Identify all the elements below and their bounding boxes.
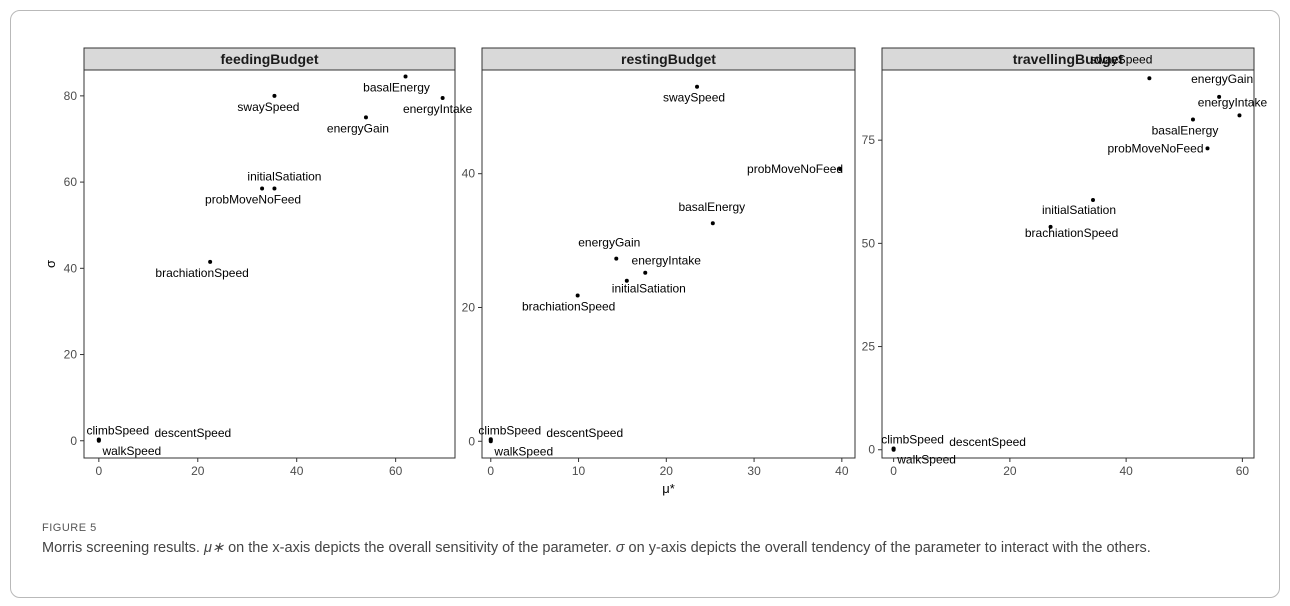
point-label: basalEnergy	[363, 80, 430, 94]
x-tick-label: 20	[1003, 464, 1017, 478]
point-label: probMoveNoFeed	[205, 193, 301, 207]
figure-label: FIGURE 5	[42, 522, 97, 534]
figure-caption: FIGURE 5 Morris screening results. μ∗ on…	[42, 522, 1242, 558]
y-tick-label: 20	[462, 300, 476, 314]
data-point	[488, 439, 493, 444]
point-label: climbSpeed	[881, 433, 944, 447]
y-tick-label: 80	[64, 89, 78, 103]
y-tick-label: 0	[70, 434, 77, 448]
point-label: descentSpeed	[154, 426, 231, 440]
point-label: energyIntake	[1198, 95, 1268, 109]
x-tick-label: 40	[1119, 464, 1133, 478]
point-label: walkSpeed	[896, 453, 956, 467]
data-point	[363, 115, 368, 120]
caption-text: Morris screening results. μ∗ on the x-ax…	[42, 538, 1242, 558]
point-label: basalEnergy	[1152, 124, 1219, 138]
y-tick-label: 0	[468, 434, 475, 448]
point-label: energyGain	[578, 236, 640, 250]
point-label: basalEnergy	[678, 200, 745, 214]
point-label: probMoveNoFeed	[1107, 141, 1203, 155]
y-tick-label: 75	[862, 133, 876, 147]
caption-mu-symbol: μ∗	[203, 540, 225, 556]
data-point	[1190, 117, 1195, 122]
panel-travellingBudget: travellingBudget 0 20 40 60 0 25 50 75 swaySpeed e…	[862, 47, 1268, 478]
point-label: energyIntake	[403, 102, 473, 116]
plot-area	[481, 69, 856, 459]
x-tick-label: 60	[389, 464, 403, 478]
point-label: energyGain	[327, 121, 389, 135]
data-point	[624, 278, 629, 283]
facet-title: feedingBudget	[221, 51, 319, 67]
data-point	[272, 186, 277, 191]
data-point	[614, 256, 619, 261]
panel-feedingBudget: feedingBudget 0 20 40 60 0 20 40 60 80 basalEnergy…	[64, 47, 473, 478]
x-tick-label: 0	[487, 464, 494, 478]
data-point	[1090, 198, 1095, 203]
caption-part: on the x-axis depicts the overall sensit…	[224, 540, 616, 556]
data-point	[1237, 113, 1242, 118]
data-point	[695, 84, 700, 89]
point-label: swaySpeed	[237, 100, 299, 114]
point-label: probMoveNoFeed	[747, 162, 843, 176]
point-label: initialSatiation	[1042, 203, 1116, 217]
x-tick-label: 10	[572, 464, 586, 478]
x-tick-label: 40	[835, 464, 849, 478]
point-label: energyGain	[1191, 72, 1253, 86]
point-label: climbSpeed	[86, 423, 149, 437]
data-point	[1205, 146, 1210, 151]
morris-figure: feedingBudget 0 20 40 60 0 20 40 60 80 basalEnergy…	[43, 47, 1268, 496]
data-point	[96, 438, 101, 443]
facet-title: restingBudget	[621, 51, 716, 67]
panel-restingBudget: restingBudget 0 10 20 30 40 0 20 40 swaySpeed prob…	[462, 47, 856, 478]
x-tick-label: 40	[290, 464, 304, 478]
x-tick-label: 0	[890, 464, 897, 478]
point-label: brachiationSpeed	[1025, 226, 1118, 240]
data-point	[1147, 76, 1152, 81]
x-tick-label: 20	[660, 464, 674, 478]
point-label: brachiationSpeed	[522, 299, 615, 313]
data-point	[440, 96, 445, 101]
point-label: descentSpeed	[546, 426, 623, 440]
point-label: walkSpeed	[101, 444, 161, 458]
data-point	[891, 447, 896, 452]
data-point	[643, 270, 648, 275]
point-label: initialSatiation	[612, 282, 686, 296]
data-point	[575, 293, 580, 298]
data-point	[272, 93, 277, 98]
plot-area	[881, 69, 1255, 459]
point-label: descentSpeed	[949, 435, 1026, 449]
data-point	[838, 167, 843, 172]
x-tick-label: 60	[1236, 464, 1250, 478]
x-axis-label: μ*	[662, 481, 675, 496]
point-label: initialSatiation	[247, 170, 321, 184]
y-axis-label: σ	[43, 260, 58, 268]
y-tick-label: 60	[64, 175, 78, 189]
point-label: energyIntake	[632, 254, 702, 268]
x-tick-label: 0	[95, 464, 102, 478]
data-point	[260, 186, 265, 191]
y-tick-label: 40	[462, 167, 476, 181]
y-tick-label: 40	[64, 261, 78, 275]
point-label: walkSpeed	[493, 444, 553, 458]
y-tick-label: 20	[64, 348, 78, 362]
x-tick-label: 30	[747, 464, 761, 478]
point-label: brachiationSpeed	[155, 266, 248, 280]
caption-part: on y-axis depicts the overall tendency o…	[624, 540, 1151, 556]
point-label: swaySpeed	[1090, 52, 1152, 66]
point-label: climbSpeed	[478, 423, 541, 437]
plot-area	[83, 69, 456, 459]
caption-part: Morris screening results.	[42, 540, 204, 556]
y-tick-label: 0	[868, 443, 875, 457]
y-tick-label: 50	[862, 236, 876, 250]
x-tick-label: 20	[191, 464, 205, 478]
y-tick-label: 25	[862, 340, 876, 354]
data-point	[1217, 94, 1222, 99]
caption-sigma-symbol: σ	[615, 540, 625, 556]
point-label: swaySpeed	[663, 91, 725, 105]
data-point	[208, 259, 213, 264]
data-point	[710, 221, 715, 226]
data-point	[1048, 224, 1053, 229]
facet-title: travellingBudget	[1013, 51, 1124, 67]
data-point	[403, 74, 408, 79]
